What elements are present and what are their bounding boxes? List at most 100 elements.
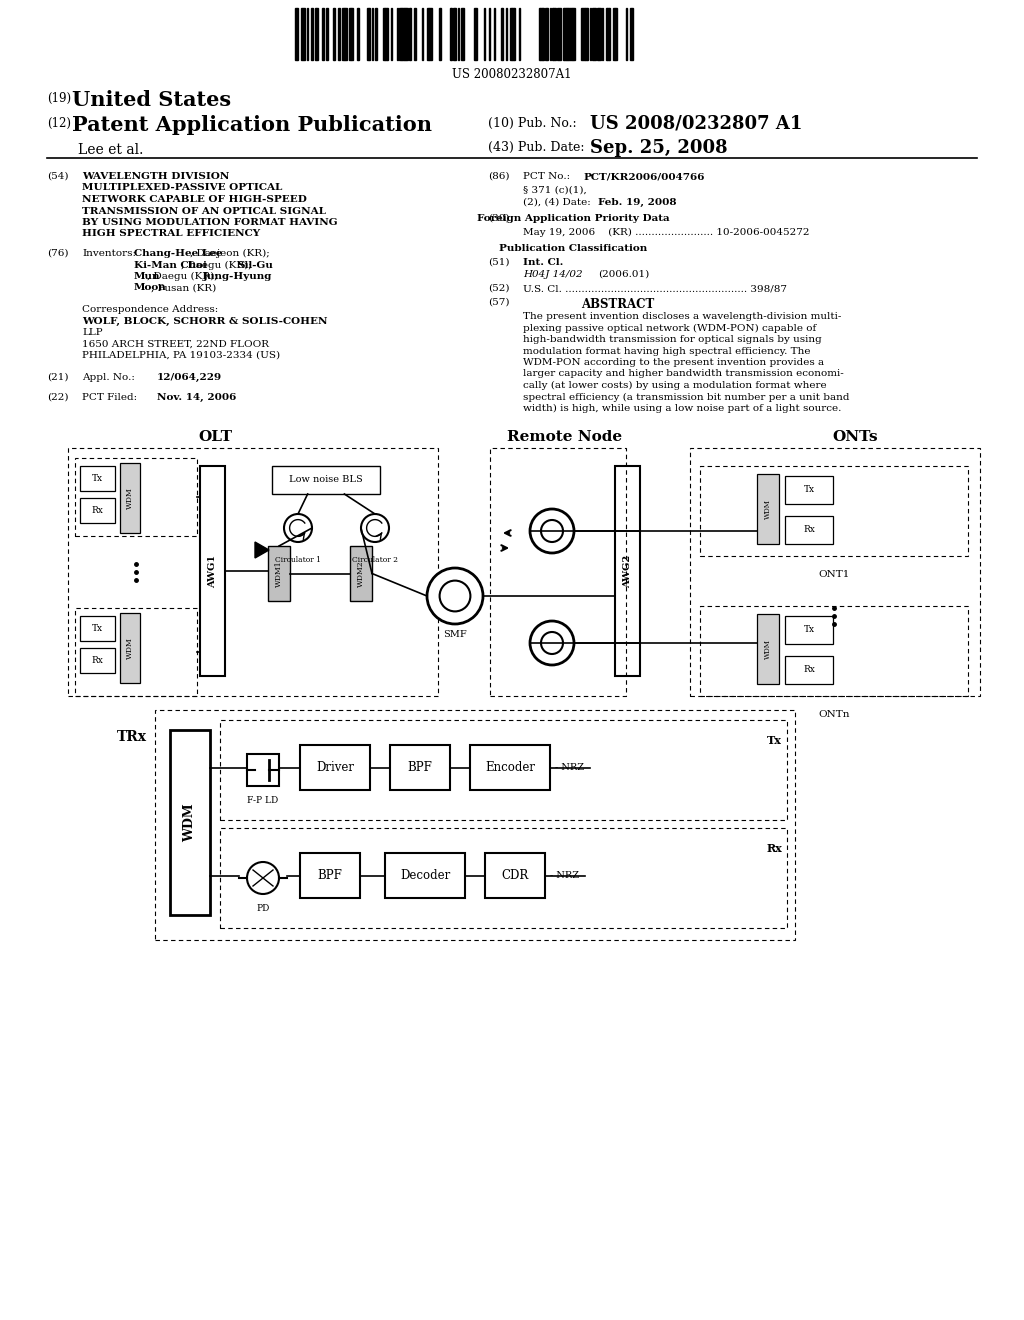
Bar	[80, 498, 115, 523]
Text: § 371 (c)(1),: § 371 (c)(1),	[523, 186, 587, 195]
Bar	[351, 8, 353, 59]
Bar	[512, 8, 514, 59]
Text: Patent Application Publication: Patent Application Publication	[72, 115, 432, 135]
Bar	[399, 8, 401, 59]
Text: WDM2: WDM2	[357, 560, 365, 587]
Bar	[311, 8, 313, 59]
Bar	[785, 656, 833, 684]
Text: PCT/KR2006/004766: PCT/KR2006/004766	[583, 172, 705, 181]
Text: Jung-Hyung: Jung-Hyung	[203, 272, 272, 281]
Text: (2), (4) Date:: (2), (4) Date:	[523, 198, 591, 207]
Text: (19): (19)	[47, 92, 71, 106]
Bar	[613, 8, 615, 59]
Bar	[200, 466, 225, 676]
Text: Rx: Rx	[91, 506, 103, 515]
Bar	[80, 466, 115, 491]
Text: - NRZ: - NRZ	[550, 871, 580, 880]
Text: Sil-Gu: Sil-Gu	[238, 260, 273, 269]
Circle shape	[530, 510, 574, 553]
Text: TRANSMISSION OF AN OPTICAL SIGNAL: TRANSMISSION OF AN OPTICAL SIGNAL	[82, 206, 326, 215]
Bar	[68, 447, 438, 696]
Text: Tx: Tx	[804, 626, 814, 635]
Text: Circulator 1: Circulator 1	[275, 556, 321, 564]
Bar	[350, 546, 372, 601]
Text: WDM1: WDM1	[275, 560, 283, 587]
Text: 1650 ARCH STREET, 22ND FLOOR: 1650 ARCH STREET, 22ND FLOOR	[82, 339, 269, 348]
Bar	[349, 8, 351, 59]
Bar	[80, 648, 115, 673]
Text: Chang-Hee Lee: Chang-Hee Lee	[134, 249, 222, 257]
Text: Driver: Driver	[316, 762, 354, 774]
Text: May 19, 2006    (KR) ........................ 10-2006-0045272: May 19, 2006 (KR) ......................…	[523, 228, 810, 238]
Text: cally (at lower costs) by using a modulation format where: cally (at lower costs) by using a modula…	[523, 381, 826, 391]
Text: LLP: LLP	[82, 327, 102, 337]
Bar	[785, 616, 833, 644]
Bar	[545, 8, 547, 59]
Bar	[540, 8, 542, 59]
Text: (43) Pub. Date:: (43) Pub. Date:	[488, 141, 585, 154]
Circle shape	[530, 620, 574, 665]
Bar	[615, 8, 617, 59]
Text: Low noise BLS: Low noise BLS	[289, 475, 362, 484]
Bar	[295, 8, 297, 59]
Text: Rx: Rx	[91, 656, 103, 665]
Bar	[485, 853, 545, 898]
Text: TRx: TRx	[117, 730, 147, 744]
Text: (30): (30)	[488, 214, 510, 223]
Text: ABSTRACT: ABSTRACT	[582, 298, 654, 312]
Bar	[75, 609, 197, 696]
Text: modulation format having high spectral efficiency. The: modulation format having high spectral e…	[523, 346, 811, 355]
Text: BPF: BPF	[317, 869, 342, 882]
Text: (10) Pub. No.:: (10) Pub. No.:	[488, 117, 577, 129]
Text: Rx: Rx	[803, 525, 815, 535]
Text: (54): (54)	[47, 172, 69, 181]
Text: (51): (51)	[488, 257, 510, 267]
Text: 12/064,229: 12/064,229	[157, 372, 222, 381]
Bar	[690, 447, 980, 696]
Bar	[581, 8, 585, 59]
Bar	[300, 744, 370, 789]
Text: Appl. No.:: Appl. No.:	[82, 372, 135, 381]
Text: US 20080232807A1: US 20080232807A1	[453, 69, 571, 81]
Text: WDM-PON according to the present invention provides a: WDM-PON according to the present inventi…	[523, 358, 824, 367]
Bar	[383, 8, 385, 59]
Text: Foreign Application Priority Data: Foreign Application Priority Data	[477, 214, 670, 223]
Text: (76): (76)	[47, 249, 69, 257]
Text: plexing passive optical network (WDM-PON) capable of: plexing passive optical network (WDM-PON…	[523, 323, 816, 333]
Text: PHILADELPHIA, PA 19103-2334 (US): PHILADELPHIA, PA 19103-2334 (US)	[82, 351, 281, 360]
Bar	[700, 606, 968, 696]
Text: Ki-Man Choi: Ki-Man Choi	[134, 260, 207, 269]
Text: WDM: WDM	[764, 499, 772, 519]
Text: width) is high, while using a low noise part of a light source.: width) is high, while using a low noise …	[523, 404, 842, 413]
Text: WDM: WDM	[126, 487, 134, 510]
Text: PCT Filed:: PCT Filed:	[82, 392, 137, 401]
Bar	[402, 8, 404, 59]
Bar	[220, 719, 787, 820]
Text: BY USING MODULATION FORMAT HAVING: BY USING MODULATION FORMAT HAVING	[82, 218, 338, 227]
Text: Decoder: Decoder	[400, 869, 451, 882]
Bar	[367, 8, 369, 59]
Bar	[375, 8, 377, 59]
Bar	[461, 8, 464, 59]
Bar	[785, 516, 833, 544]
Text: Mun: Mun	[134, 272, 161, 281]
Polygon shape	[255, 543, 269, 558]
Text: Inventors:: Inventors:	[82, 249, 136, 257]
Text: (57): (57)	[488, 298, 510, 308]
Text: The present invention discloses a wavelength-division multi-: The present invention discloses a wavele…	[523, 312, 842, 321]
Bar	[120, 612, 140, 682]
Bar	[345, 8, 347, 59]
Bar	[573, 8, 575, 59]
Text: WOLF, BLOCK, SCHORR & SOLIS-COHEN: WOLF, BLOCK, SCHORR & SOLIS-COHEN	[82, 317, 328, 326]
Text: Encoder: Encoder	[485, 762, 535, 774]
Text: HIGH SPECTRAL EFFICIENCY: HIGH SPECTRAL EFFICIENCY	[82, 230, 260, 239]
Bar	[247, 754, 279, 785]
Bar	[301, 8, 305, 59]
Bar	[700, 466, 968, 556]
Bar	[272, 466, 380, 494]
Bar	[338, 8, 340, 59]
Text: AWG1: AWG1	[208, 554, 217, 587]
Bar	[406, 8, 408, 59]
Text: - NRZ: - NRZ	[555, 763, 584, 772]
Text: high-bandwidth transmission for optical signals by using: high-bandwidth transmission for optical …	[523, 335, 821, 345]
